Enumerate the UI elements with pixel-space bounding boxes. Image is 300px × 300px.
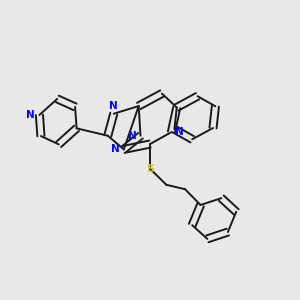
Text: N: N	[175, 127, 184, 137]
Text: N: N	[110, 101, 118, 111]
Text: N: N	[111, 144, 120, 154]
Text: S: S	[146, 164, 154, 174]
Text: N: N	[26, 110, 35, 120]
Text: N: N	[128, 131, 136, 141]
